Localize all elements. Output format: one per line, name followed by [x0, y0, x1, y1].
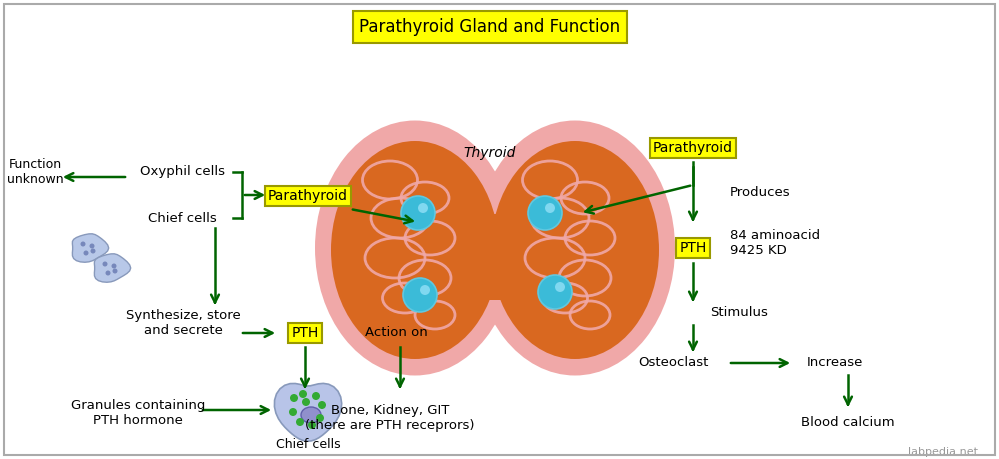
- Text: Function
unknown: Function unknown: [7, 158, 63, 186]
- Text: Chief cells: Chief cells: [148, 212, 217, 224]
- Circle shape: [290, 394, 298, 402]
- Ellipse shape: [301, 407, 321, 423]
- Circle shape: [312, 392, 320, 400]
- Circle shape: [289, 408, 297, 416]
- Circle shape: [106, 270, 111, 275]
- Circle shape: [401, 196, 435, 230]
- Text: Parathyroid: Parathyroid: [268, 189, 348, 203]
- Circle shape: [555, 282, 565, 292]
- Circle shape: [299, 390, 307, 398]
- Text: Thyroid: Thyroid: [464, 146, 516, 160]
- Text: Osteoclast: Osteoclast: [637, 357, 708, 369]
- Circle shape: [318, 401, 326, 409]
- Ellipse shape: [331, 141, 499, 359]
- Text: Oxyphil cells: Oxyphil cells: [141, 166, 226, 179]
- Text: labpedia.net: labpedia.net: [908, 447, 978, 457]
- Text: Increase: Increase: [807, 357, 863, 369]
- Text: Produces: Produces: [730, 185, 790, 198]
- Text: 84 aminoacid
9425 KD: 84 aminoacid 9425 KD: [730, 229, 820, 257]
- Circle shape: [316, 414, 324, 422]
- Text: Parathyroid: Parathyroid: [653, 141, 733, 155]
- Circle shape: [545, 203, 555, 213]
- Circle shape: [84, 251, 89, 256]
- Circle shape: [538, 275, 572, 309]
- Text: Chief cells: Chief cells: [276, 438, 341, 452]
- Ellipse shape: [475, 121, 675, 375]
- Text: Bone, Kidney, GIT
(there are PTH receprors): Bone, Kidney, GIT (there are PTH recepro…: [306, 404, 475, 432]
- Polygon shape: [72, 234, 109, 262]
- Ellipse shape: [491, 141, 659, 359]
- Circle shape: [90, 244, 95, 248]
- Circle shape: [91, 248, 96, 253]
- Text: Stimulus: Stimulus: [710, 306, 768, 319]
- FancyBboxPatch shape: [405, 200, 575, 310]
- Circle shape: [302, 398, 310, 406]
- Circle shape: [296, 418, 304, 426]
- Text: PTH: PTH: [679, 241, 706, 255]
- Text: Synthesize, store
and secrete: Synthesize, store and secrete: [126, 309, 241, 337]
- Text: Blood calcium: Blood calcium: [801, 415, 895, 429]
- Text: PTH: PTH: [292, 326, 319, 340]
- Circle shape: [103, 262, 108, 267]
- Circle shape: [112, 263, 117, 269]
- Polygon shape: [275, 383, 342, 441]
- Circle shape: [403, 278, 437, 312]
- Text: Parathyroid Gland and Function: Parathyroid Gland and Function: [360, 18, 620, 36]
- FancyBboxPatch shape: [424, 214, 566, 300]
- Circle shape: [113, 269, 118, 274]
- Text: Granules containing
PTH hormone: Granules containing PTH hormone: [71, 399, 205, 427]
- Circle shape: [420, 285, 430, 295]
- Circle shape: [418, 203, 428, 213]
- Circle shape: [528, 196, 562, 230]
- Polygon shape: [94, 254, 131, 282]
- Circle shape: [308, 421, 316, 429]
- Ellipse shape: [315, 121, 515, 375]
- Text: Action on: Action on: [365, 326, 428, 340]
- Circle shape: [81, 241, 86, 246]
